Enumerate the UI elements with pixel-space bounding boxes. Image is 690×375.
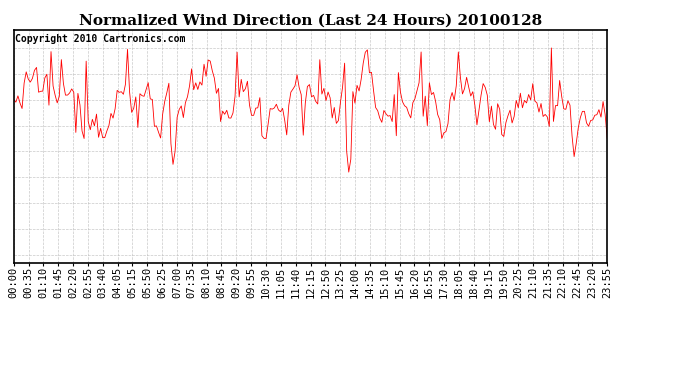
Title: Normalized Wind Direction (Last 24 Hours) 20100128: Normalized Wind Direction (Last 24 Hours…: [79, 13, 542, 27]
Text: Copyright 2010 Cartronics.com: Copyright 2010 Cartronics.com: [15, 33, 186, 44]
